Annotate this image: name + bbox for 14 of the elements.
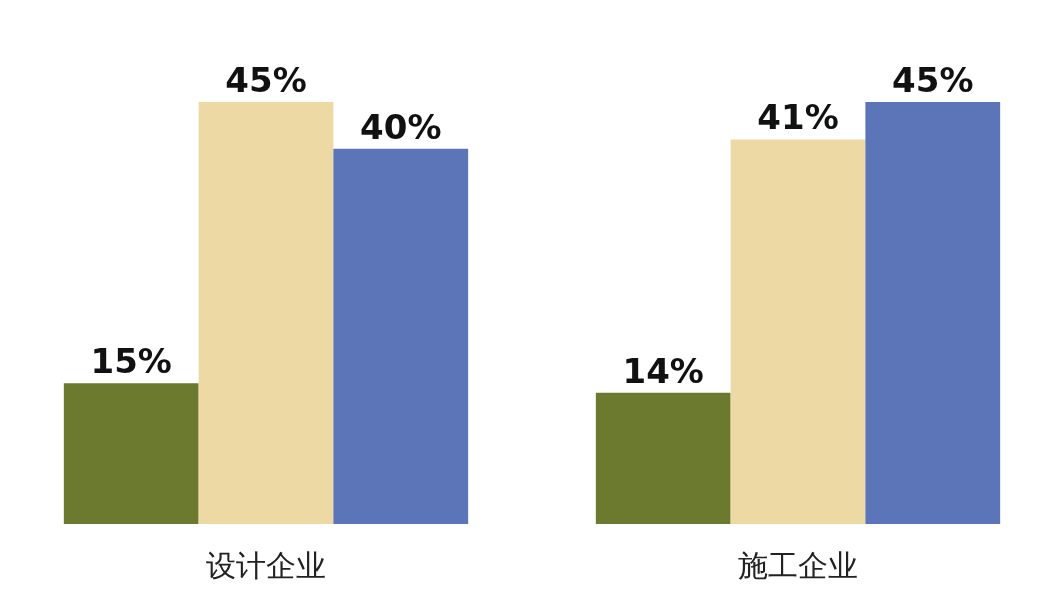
data-label: 14% bbox=[622, 350, 704, 391]
x-tick-label: 设计企业 bbox=[206, 547, 326, 583]
x-tick-label: 施工企业 bbox=[738, 547, 858, 583]
bar bbox=[595, 392, 731, 524]
data-label: 40% bbox=[360, 106, 442, 147]
data-label: 45% bbox=[892, 59, 974, 100]
data-label: 41% bbox=[757, 97, 839, 138]
bar bbox=[198, 101, 334, 524]
bar bbox=[865, 101, 1001, 524]
bar bbox=[333, 148, 469, 524]
data-label: 15% bbox=[90, 341, 172, 382]
bar bbox=[730, 139, 866, 524]
bar bbox=[63, 383, 199, 524]
data-label: 45% bbox=[225, 59, 307, 100]
